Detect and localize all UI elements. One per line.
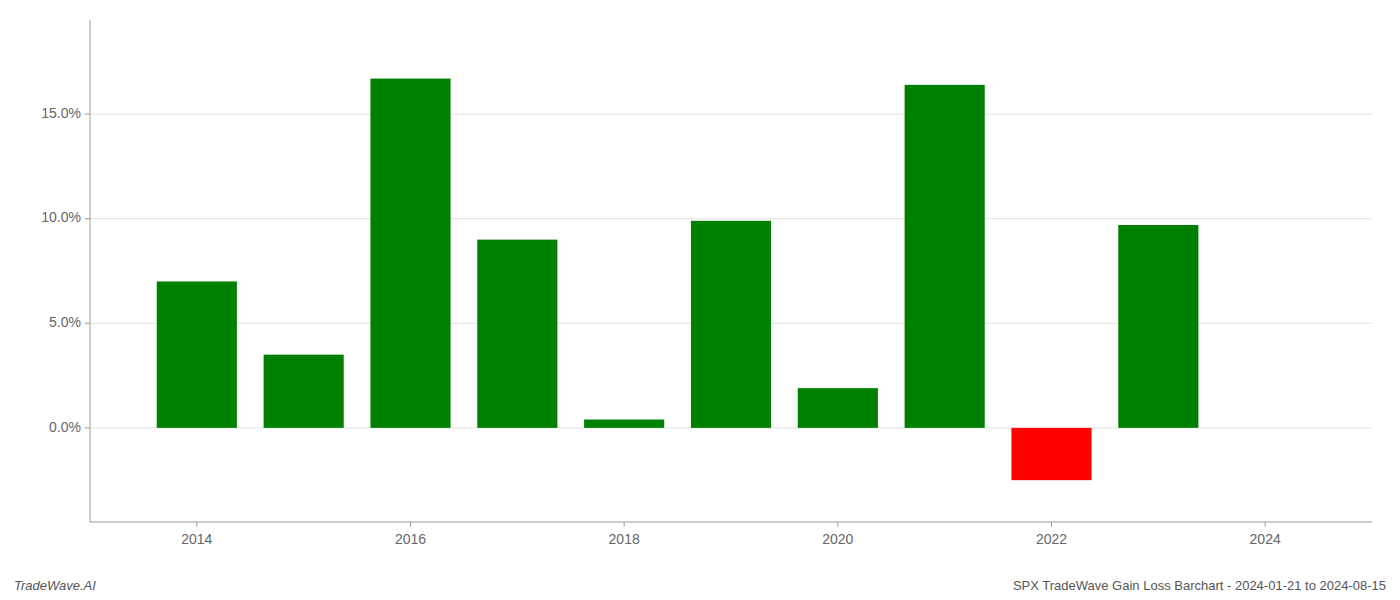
y-tick <box>85 427 90 428</box>
bar <box>1118 225 1198 428</box>
x-tick <box>624 522 625 527</box>
x-tick <box>1051 522 1052 527</box>
bar <box>370 79 450 428</box>
x-tick-label: 2020 <box>822 531 853 547</box>
y-axis-line <box>90 20 91 522</box>
grid <box>90 114 1372 428</box>
bar <box>264 355 344 428</box>
axes: 0.0% 5.0% 10.0% 15.0% 2014 2016 2018 2020 2022 20… <box>41 20 1372 547</box>
bar <box>1011 428 1091 480</box>
x-tick-label: 2016 <box>395 531 426 547</box>
y-tick-label: 15.0% <box>41 105 81 121</box>
y-tick-label: 10.0% <box>41 209 81 225</box>
grid-line <box>90 114 1372 115</box>
x-axis-line <box>90 522 1372 523</box>
grid-line <box>90 218 1372 219</box>
x-tick-label: 2014 <box>181 531 212 547</box>
chart-svg: 0.0% 5.0% 10.0% 15.0% 2014 2016 2018 2020 2022 20… <box>0 0 1400 600</box>
x-tick-label: 2022 <box>1036 531 1067 547</box>
y-tick <box>85 218 90 219</box>
bar <box>691 221 771 428</box>
background <box>0 0 1400 600</box>
bar <box>584 420 664 428</box>
y-tick <box>85 114 90 115</box>
x-tick-label: 2018 <box>609 531 640 547</box>
bar <box>157 281 237 427</box>
y-tick <box>85 323 90 324</box>
y-tick-label: 0.0% <box>49 419 81 435</box>
x-tick <box>410 522 411 527</box>
footer-left: TradeWave.AI <box>14 578 96 593</box>
y-tick-label: 5.0% <box>49 314 81 330</box>
bar <box>477 240 557 428</box>
x-tick <box>196 522 197 527</box>
x-tick <box>837 522 838 527</box>
x-tick-label: 2024 <box>1250 531 1281 547</box>
x-tick <box>1265 522 1266 527</box>
footer-right: SPX TradeWave Gain Loss Barchart - 2024-… <box>1013 578 1386 593</box>
bar <box>798 388 878 428</box>
bar <box>905 85 985 428</box>
chart-container: 0.0% 5.0% 10.0% 15.0% 2014 2016 2018 2020 2022 20… <box>0 0 1400 600</box>
bars <box>157 79 1199 481</box>
